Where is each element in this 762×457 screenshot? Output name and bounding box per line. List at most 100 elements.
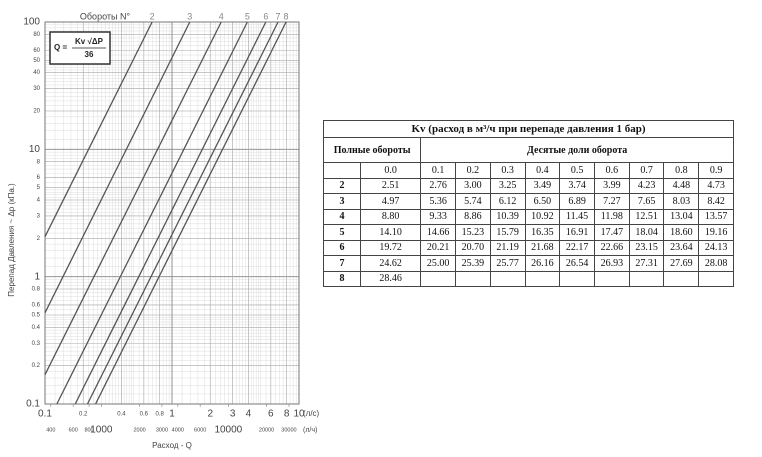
column-header: 0.6 [593, 162, 630, 179]
legend-label: 6 [263, 11, 268, 21]
table-row: 3 4.97 5.36 5.74 6.12 6.50 6.89 7.27 7.65 8.03 8.4… [323, 193, 734, 210]
table-row: 2 2.51 2.76 3.00 3.25 3.49 3.74 3.99 4.23 4.48 4.7… [323, 177, 734, 194]
table-cell: 3.99 [593, 177, 630, 194]
table-cell: 8.42 [698, 193, 734, 210]
table-cell: 25.39 [455, 255, 491, 272]
table-cell: 4.97 [359, 193, 422, 210]
table-cell: 13.04 [663, 208, 700, 225]
table-cell: 8.03 [663, 193, 700, 210]
empty-cell [698, 270, 734, 287]
formula-denominator: 36 [85, 50, 94, 59]
table-cell: 4.48 [663, 177, 700, 194]
y-tick-label: 60 [33, 48, 40, 54]
table-cell: 24.13 [698, 239, 734, 256]
empty-cell [559, 270, 595, 287]
empty-cell [593, 270, 630, 287]
row-label: 4 [323, 208, 361, 225]
y-tick-label: 3 [37, 213, 41, 219]
y-tick-label: 0.2 [32, 363, 41, 369]
table-cell: 3.49 [524, 177, 561, 194]
table-row: 5 14.10 14.66 15.23 15.79 16.35 16.91 17.47 18.0… [323, 224, 734, 241]
y-tick-label: 40 [33, 70, 40, 76]
table-cell: 18.60 [663, 224, 700, 241]
y-tick-label: 6 [37, 175, 41, 181]
table-cell: 14.66 [420, 224, 457, 241]
x-tick-label: 10 [293, 409, 305, 420]
column-header: 0.7 [628, 162, 665, 179]
legend-label: 4 [219, 11, 224, 21]
empty-cell [455, 270, 491, 287]
y-tick-label: 20 [33, 109, 40, 115]
table-cell: 10.92 [524, 208, 561, 225]
table-cell: 28.08 [698, 255, 734, 272]
table-cell: 12.51 [628, 208, 665, 225]
table-cell: 18.04 [628, 224, 665, 241]
empty-cell [489, 270, 526, 287]
table-cell: 16.35 [524, 224, 561, 241]
table-row: Полные обороты Десятые доли оборота [322, 137, 734, 163]
table-row: 4 8.80 9.33 8.86 10.39 10.92 11.45 11.98 12.51 13… [323, 208, 734, 225]
table-cell: 25.00 [420, 255, 457, 272]
x-tick-label: 1 [169, 409, 175, 420]
x2-tick-label: 10000 [214, 425, 242, 436]
table-cell: 9.33 [420, 208, 457, 225]
table-cell: 6.89 [559, 193, 595, 210]
y-tick-label: 0.4 [32, 325, 41, 331]
table-cell: 14.10 [359, 224, 422, 241]
table-row: 0.0 0.1 0.2 0.3 0.4 0.5 0.6 0.7 0.8 0.9 [323, 162, 734, 179]
x2-tick-label: 600 [69, 427, 78, 433]
turn-line [94, 21, 287, 405]
table-row: 6 19.72 20.21 20.70 21.19 21.68 22.17 22.66 23.1… [323, 239, 734, 256]
x-unit: (л/с) [303, 409, 320, 418]
table-cell: 22.17 [559, 239, 595, 256]
y-tick-label: 50 [33, 58, 40, 64]
row-label: 3 [323, 193, 361, 210]
x-tick-label: 2 [207, 409, 213, 420]
y-tick-label: 5 [37, 185, 41, 191]
table-row: Kv (расход в м³/ч при перепаде давления … [323, 120, 734, 138]
x2-tick-label: 4000 [172, 427, 184, 433]
empty-cell [524, 270, 561, 287]
y-tick-label: 0.6 [32, 302, 41, 308]
empty-cell [420, 270, 457, 287]
table-row: 7 24.62 25.00 25.39 25.77 26.16 26.54 26.93 27.3… [323, 255, 734, 272]
row-label: 5 [323, 224, 361, 241]
x2-tick-label: 20000 [259, 427, 274, 433]
x2-tick-label: 30000 [281, 427, 296, 433]
row-header: Полные обороты [322, 137, 422, 163]
x-tick-label: 4 [246, 409, 252, 420]
y-tick-label: 80 [33, 32, 40, 38]
table-cell: 27.31 [628, 255, 665, 272]
y-tick-label: 0.1 [26, 399, 40, 410]
y-tick-label: 8 [37, 159, 41, 165]
x-tick-label: 0.4 [117, 412, 126, 418]
y-tick-label: 10 [29, 144, 41, 155]
y-axis-label: Перепад Давления ~ Δp (кПа.) [7, 183, 16, 297]
table-cell: 19.72 [359, 239, 422, 256]
table-cell: 8.80 [359, 208, 422, 225]
column-group-header: Десятые доли оборота [420, 137, 734, 163]
table-cell: 4.73 [698, 177, 734, 194]
table-cell: 20.21 [420, 239, 457, 256]
legend-label: 5 [245, 11, 250, 21]
column-header: 0.2 [455, 162, 491, 179]
column-header: 0.4 [524, 162, 561, 179]
table-cell: 13.57 [698, 208, 734, 225]
table-cell: 11.98 [593, 208, 630, 225]
column-header: 0.5 [559, 162, 595, 179]
table-cell: 4.23 [628, 177, 665, 194]
row-label: 8 [323, 270, 361, 287]
table-cell: 2.51 [359, 177, 422, 194]
turn-line [56, 21, 248, 405]
table-cell: 21.68 [524, 239, 561, 256]
chart: Обороты N° Перепад Давления ~ Δp (кПа.) … [7, 11, 320, 450]
table-cell: 19.16 [698, 224, 734, 241]
table-cell: 24.62 [359, 255, 422, 272]
table-cell: 25.77 [489, 255, 526, 272]
y-tick-label: 1 [34, 271, 40, 282]
table-cell: 20.70 [455, 239, 491, 256]
table-cell: 6.12 [489, 193, 526, 210]
y-tick-label: 30 [33, 86, 40, 92]
x-tick-label: 0.8 [156, 412, 165, 418]
